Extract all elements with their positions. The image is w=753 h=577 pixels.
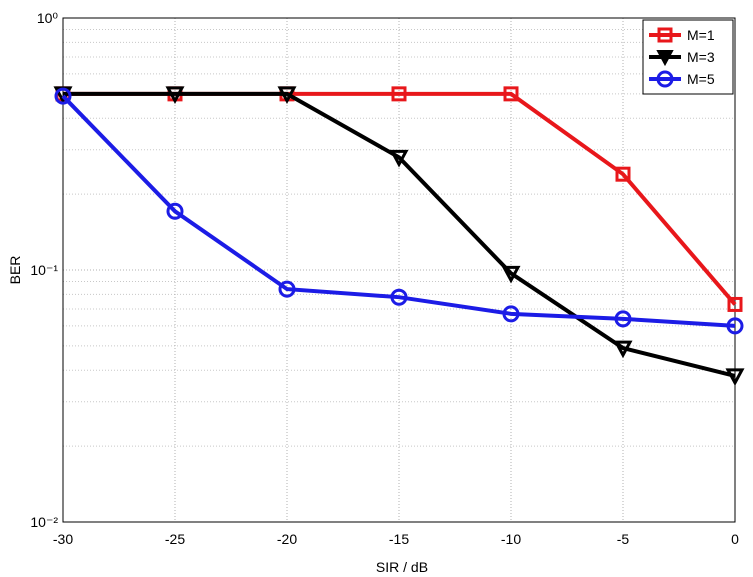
marker	[277, 86, 297, 105]
marker	[165, 86, 185, 105]
legend-label: M=1	[687, 27, 715, 43]
marker	[390, 288, 408, 306]
marker	[726, 317, 744, 335]
marker	[727, 296, 743, 312]
legend-marker	[657, 27, 673, 43]
line	[63, 91, 736, 378]
legend-marker	[656, 50, 674, 67]
marker	[613, 340, 633, 359]
y-tick-label: 10⁻²	[30, 514, 58, 530]
legend-label: M=3	[687, 49, 715, 65]
legend-marker	[656, 70, 674, 88]
marker	[614, 310, 632, 328]
marker	[503, 86, 519, 102]
x-tick-label: 0	[731, 531, 739, 547]
legend-label: M=5	[687, 71, 715, 87]
x-tick-label: -10	[501, 531, 521, 547]
x-tick-label: -25	[165, 531, 185, 547]
marker	[615, 166, 631, 182]
line	[61, 94, 736, 328]
x-tick-label: -20	[277, 531, 297, 547]
marker	[166, 202, 184, 220]
marker	[389, 149, 409, 168]
marker	[725, 368, 745, 387]
y-tick-label: 10⁰	[37, 10, 59, 26]
marker	[54, 87, 72, 105]
x-axis-label: SIR / dB	[376, 559, 428, 575]
y-axis-label: BER	[7, 256, 23, 285]
marker	[391, 86, 407, 102]
y-tick-label: 10⁻¹	[30, 262, 58, 278]
plot-frame	[62, 17, 736, 523]
x-tick-label: -5	[617, 531, 630, 547]
x-tick-label: -30	[53, 531, 73, 547]
marker	[502, 305, 520, 323]
marker	[501, 265, 521, 284]
x-tick-label: -15	[389, 531, 409, 547]
marker	[278, 280, 296, 298]
